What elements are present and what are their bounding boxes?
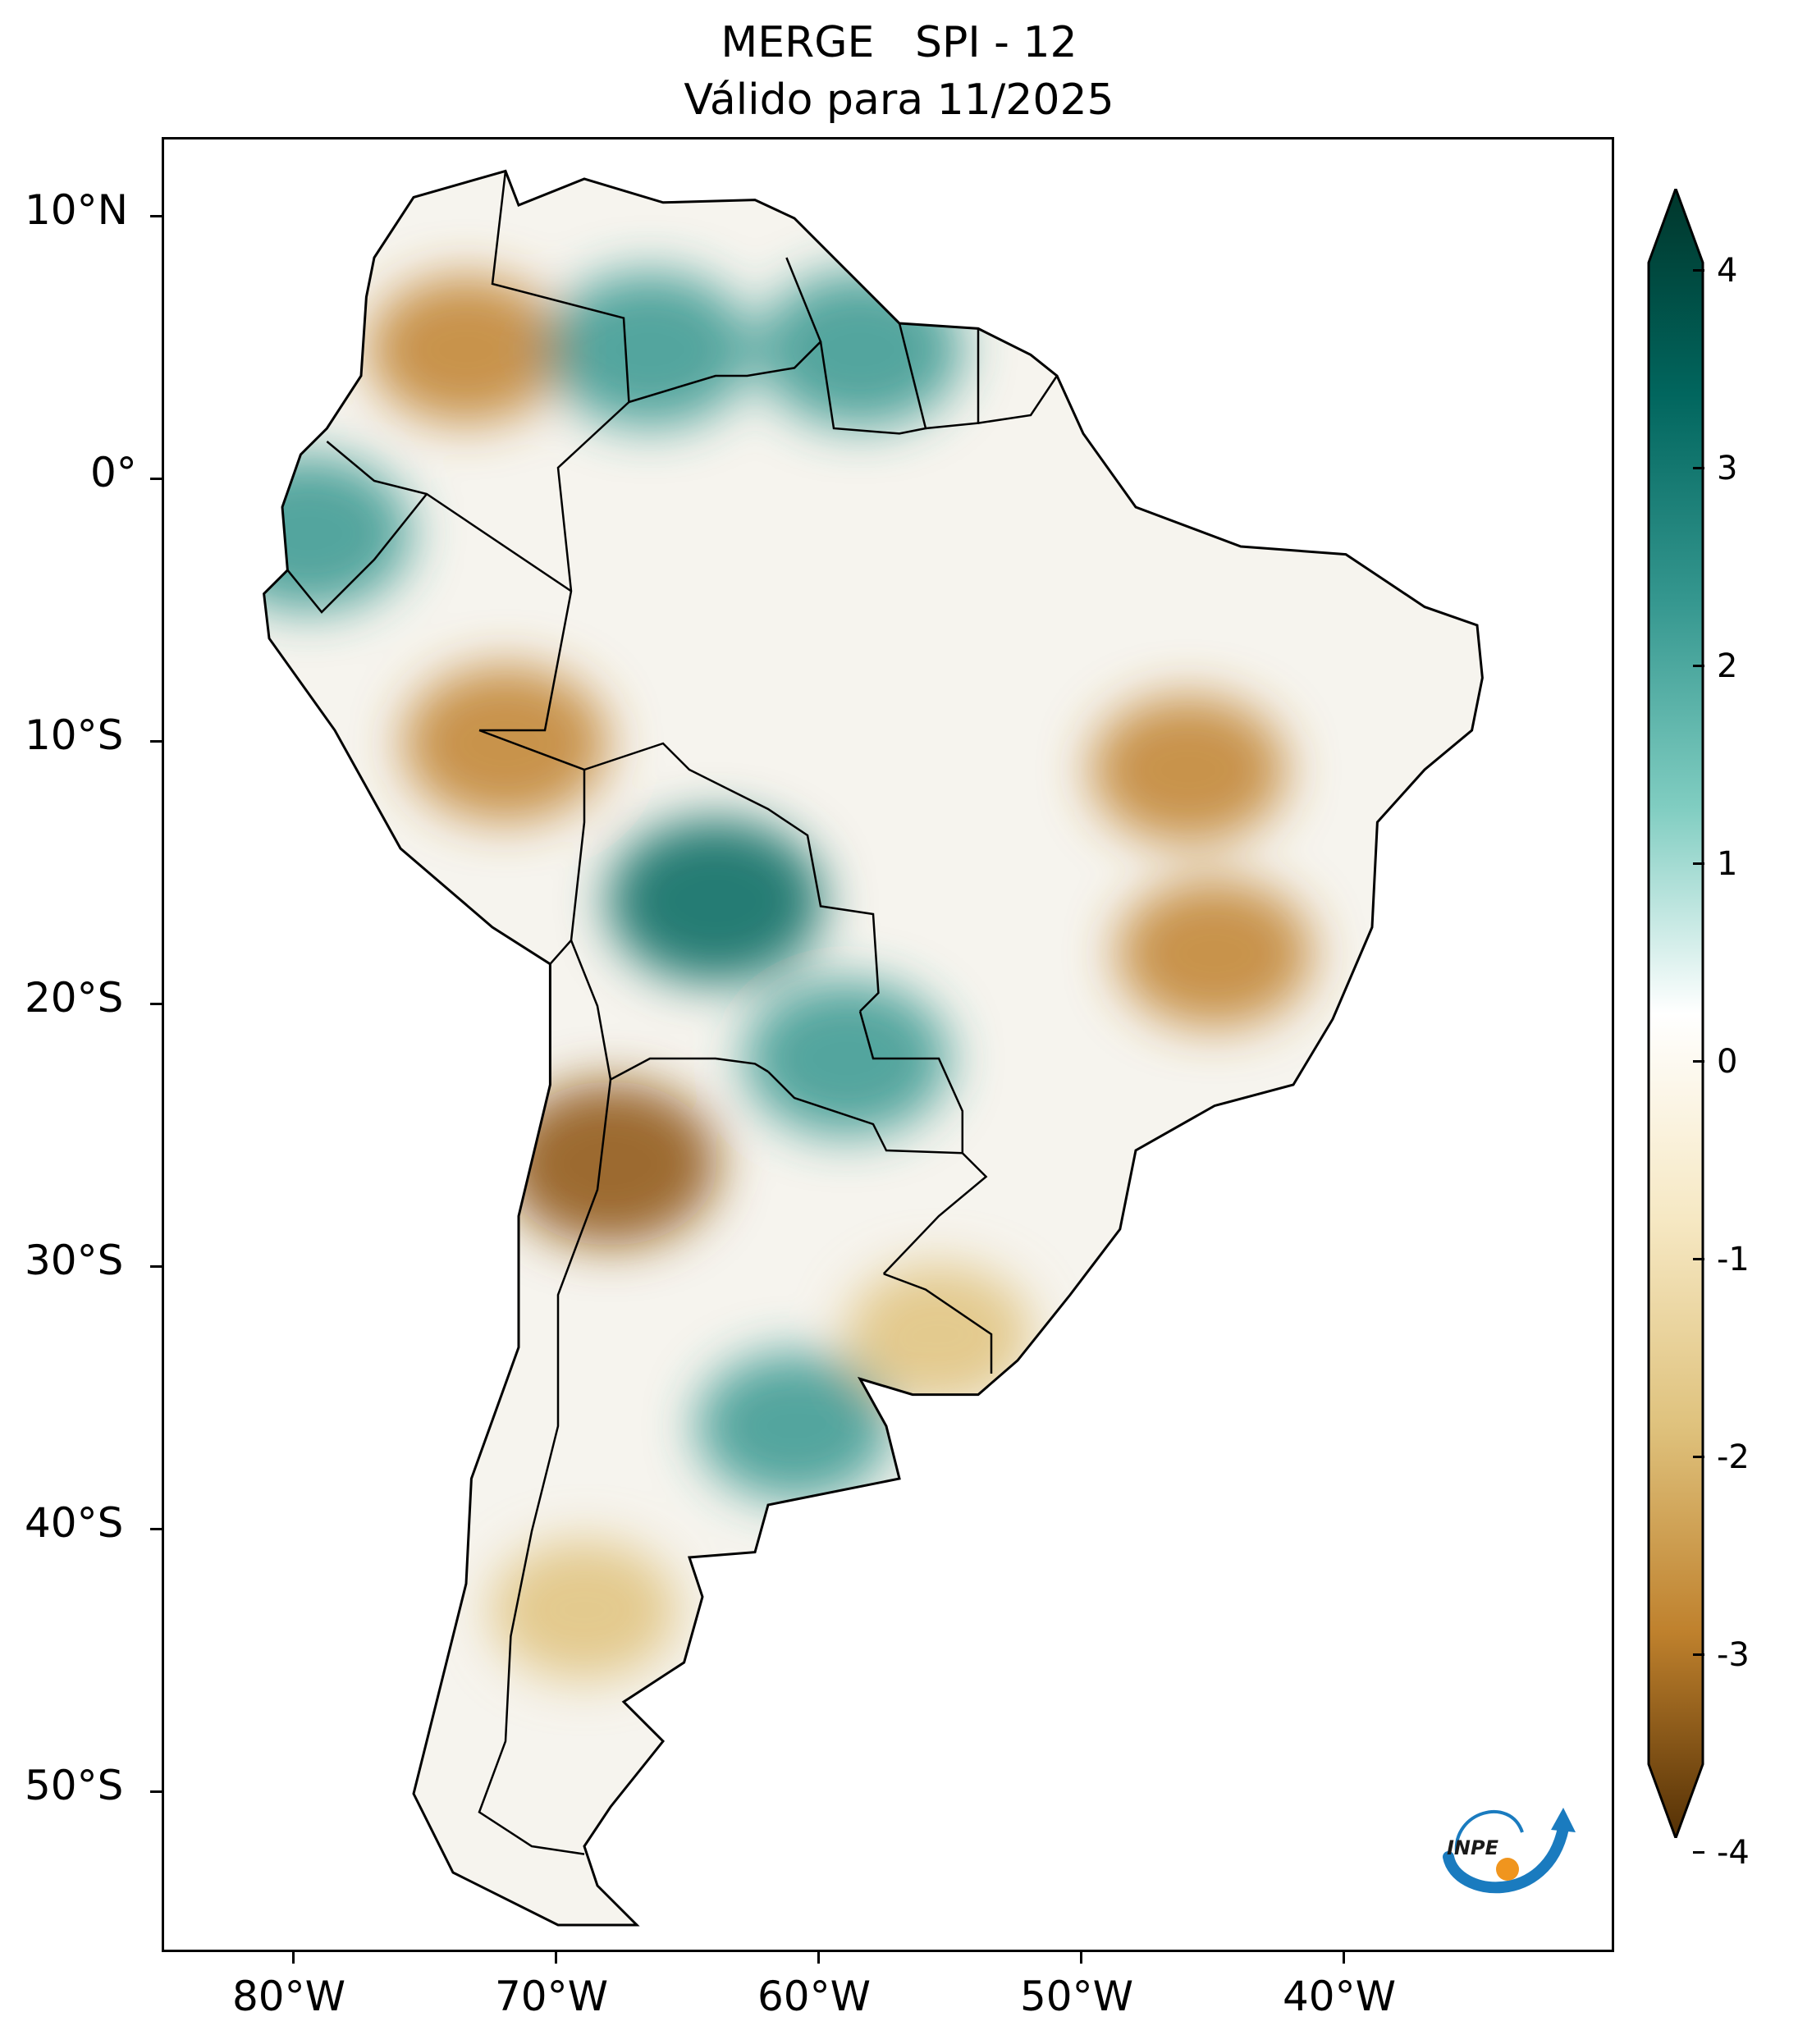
colorbar-tick bbox=[1693, 1851, 1704, 1854]
lon-tick bbox=[1080, 1952, 1082, 1964]
coastline bbox=[263, 169, 1484, 1927]
logo-arrowhead bbox=[1551, 1808, 1576, 1832]
lat-tick bbox=[150, 1265, 162, 1268]
inpe-logo: INPE bbox=[1443, 1808, 1576, 1894]
lat-tick bbox=[150, 478, 162, 480]
lat-label-10n: 10°N bbox=[25, 186, 129, 234]
spi-anomaly-region bbox=[846, 1264, 1032, 1404]
spi-anomaly-region bbox=[608, 819, 823, 983]
spi-anomaly-region bbox=[697, 1352, 892, 1500]
colorbar-tick bbox=[1693, 665, 1704, 667]
lon-label-50w: 50°W bbox=[1019, 1973, 1134, 2020]
country-borders bbox=[286, 171, 1059, 1855]
country-border bbox=[583, 742, 880, 1013]
spi-anomaly-region bbox=[547, 272, 753, 428]
country-border bbox=[883, 1273, 993, 1374]
lat-label-0: 0° bbox=[90, 449, 137, 496]
colorbar bbox=[1647, 189, 1704, 1838]
colorbar-label-neg1: -1 bbox=[1717, 1241, 1750, 1278]
country-border bbox=[326, 441, 572, 592]
colorbar-label-1: 1 bbox=[1717, 845, 1738, 883]
country-border bbox=[478, 1079, 612, 1855]
lat-label-50s: 50°S bbox=[25, 1762, 124, 1809]
colorbar-label-neg2: -2 bbox=[1717, 1438, 1750, 1476]
logo-orbit bbox=[1454, 1810, 1524, 1854]
lon-tick bbox=[817, 1952, 820, 1964]
spi-anomaly-region bbox=[492, 1540, 677, 1680]
lon-tick bbox=[292, 1952, 295, 1964]
colorbar-tick bbox=[1693, 1060, 1704, 1063]
logo-text: INPE bbox=[1447, 1836, 1499, 1859]
chart-title-line1: MERGE SPI - 12 bbox=[721, 18, 1077, 67]
spi-anomaly-region bbox=[503, 1081, 718, 1246]
logo-arrow bbox=[1443, 1822, 1569, 1894]
lon-label-60w: 60°W bbox=[757, 1973, 872, 2020]
lat-tick bbox=[150, 1790, 162, 1793]
lat-label-30s: 30°S bbox=[25, 1237, 124, 1284]
spi-anomaly-region bbox=[263, 455, 411, 611]
country-border bbox=[479, 171, 630, 732]
lat-tick bbox=[150, 1528, 162, 1530]
colorbar-tick bbox=[1693, 862, 1704, 865]
country-border bbox=[819, 322, 927, 435]
colorbar-label-4: 4 bbox=[1717, 252, 1738, 290]
country-border bbox=[629, 257, 822, 404]
colorbar-tick bbox=[1693, 467, 1704, 469]
colorbar-tick bbox=[1693, 1456, 1704, 1458]
chart-title-line2: Válido para 11/2025 bbox=[684, 75, 1114, 125]
map-canvas bbox=[263, 169, 1484, 1927]
colorbar-tick bbox=[1693, 1258, 1704, 1260]
spi-anomaly-region bbox=[757, 272, 963, 428]
lat-tick bbox=[150, 1003, 162, 1005]
lon-tick bbox=[1343, 1952, 1345, 1964]
map-panel bbox=[162, 137, 1614, 1952]
spi-anomaly-region bbox=[368, 276, 564, 423]
spi-anomaly-region bbox=[1091, 696, 1286, 844]
spi-anomaly-region bbox=[403, 665, 608, 821]
lat-label-10s: 10°S bbox=[25, 711, 124, 759]
spi-anomaly-region bbox=[1117, 880, 1312, 1027]
country-border bbox=[478, 729, 586, 965]
country-border bbox=[570, 940, 769, 1081]
country-border bbox=[767, 1071, 963, 1155]
lat-label-40s: 40°S bbox=[25, 1499, 124, 1547]
lat-tick bbox=[150, 215, 162, 217]
colorbar-tick bbox=[1693, 1653, 1704, 1656]
lon-label-70w: 70°W bbox=[494, 1973, 609, 2020]
colorbar-label-0: 0 bbox=[1717, 1043, 1738, 1081]
lon-label-80w: 80°W bbox=[231, 1973, 346, 2020]
colorbar-gradient bbox=[1647, 189, 1704, 1838]
country-border bbox=[286, 493, 428, 614]
country-border bbox=[858, 1011, 964, 1154]
lon-label-40w: 40°W bbox=[1282, 1973, 1397, 2020]
colorbar-label-2: 2 bbox=[1717, 647, 1738, 685]
colorbar-tick bbox=[1693, 269, 1704, 272]
lat-label-20s: 20°S bbox=[25, 974, 124, 1022]
colorbar-label-neg3: -3 bbox=[1717, 1636, 1750, 1674]
lat-tick bbox=[150, 740, 162, 743]
colorbar-label-3: 3 bbox=[1717, 450, 1738, 487]
country-border bbox=[882, 1152, 988, 1275]
colorbar-label-neg4: -4 bbox=[1717, 1834, 1750, 1872]
country-border bbox=[977, 375, 1059, 424]
logo-dot bbox=[1496, 1858, 1519, 1881]
lon-tick bbox=[555, 1952, 557, 1964]
